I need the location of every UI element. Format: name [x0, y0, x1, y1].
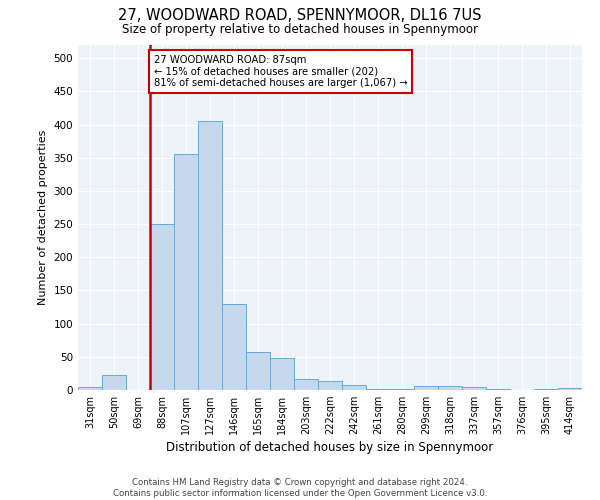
Bar	[222, 304, 246, 390]
Text: 27, WOODWARD ROAD, SPENNYMOOR, DL16 7US: 27, WOODWARD ROAD, SPENNYMOOR, DL16 7US	[118, 8, 482, 22]
Bar	[174, 154, 198, 390]
Bar	[198, 122, 222, 390]
Bar	[78, 386, 102, 390]
X-axis label: Distribution of detached houses by size in Spennymoor: Distribution of detached houses by size …	[166, 442, 494, 454]
Y-axis label: Number of detached properties: Number of detached properties	[38, 130, 48, 305]
Bar	[102, 376, 126, 390]
Bar	[246, 352, 270, 390]
Bar	[342, 386, 366, 390]
Text: 27 WOODWARD ROAD: 87sqm
← 15% of detached houses are smaller (202)
81% of semi-d: 27 WOODWARD ROAD: 87sqm ← 15% of detache…	[154, 55, 407, 88]
Bar	[558, 388, 582, 390]
Bar	[462, 386, 486, 390]
Text: Size of property relative to detached houses in Spennymoor: Size of property relative to detached ho…	[122, 22, 478, 36]
Bar	[270, 358, 294, 390]
Text: Contains HM Land Registry data © Crown copyright and database right 2024.
Contai: Contains HM Land Registry data © Crown c…	[113, 478, 487, 498]
Bar	[414, 386, 438, 390]
Bar	[294, 378, 318, 390]
Bar	[150, 224, 174, 390]
Bar	[438, 386, 462, 390]
Bar	[318, 382, 342, 390]
